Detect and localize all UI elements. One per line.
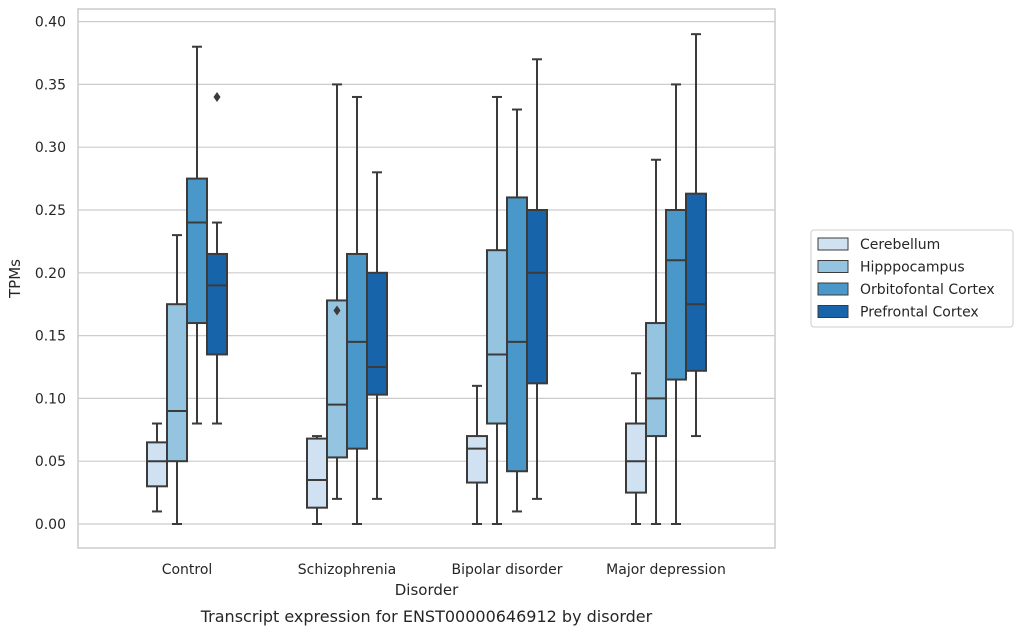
box-hipppocampus [166, 234, 188, 525]
box-hipppocampus [486, 95, 508, 525]
box-iqr [506, 196, 528, 473]
box-iqr [466, 435, 488, 484]
box-iqr [146, 441, 168, 488]
y-tick-label: 0.00 [35, 517, 66, 533]
box-prefrontal-cortex [526, 58, 548, 500]
x-tick-labels: Control Schizophrenia Bipolar disorder Majo… [162, 562, 726, 578]
box-prefrontal-cortex [206, 91, 228, 425]
x-tick-label: Schizophrenia [298, 562, 396, 578]
legend-label: Orbitofontal Cortex [860, 282, 995, 298]
y-tick-label: 0.10 [35, 391, 66, 407]
y-tick-label: 0.05 [35, 454, 66, 470]
box-cerebellum [625, 372, 647, 525]
box-prefrontal-cortex [685, 33, 707, 438]
legend-frame [810, 229, 1014, 328]
legend-item: Prefrontal Cortex [817, 305, 979, 321]
chart-caption: Transcript expression for ENST0000064691… [200, 607, 653, 626]
box-iqr [166, 303, 188, 463]
legend-swatch [817, 305, 849, 318]
box-iqr [665, 209, 687, 381]
legend-item: Cerebellum [817, 237, 940, 253]
box-cerebellum [306, 435, 328, 525]
box-iqr [685, 192, 707, 372]
plot-area-frame [77, 8, 776, 549]
legend-swatch [817, 260, 849, 273]
box-cerebellum [146, 422, 168, 513]
y-tick-label: 0.20 [35, 266, 66, 282]
legend-label: Prefrontal Cortex [860, 305, 979, 321]
y-tick-label: 0.15 [35, 329, 66, 345]
y-axis-title: TPMs [6, 259, 24, 299]
legend: Cerebellum Hipppocampus Orbitofontal Corte… [810, 229, 1014, 328]
box-iqr [306, 437, 328, 509]
y-tick-labels: 0.00 0.05 0.10 0.15 0.20 0.25 0.30 0.35 0.40 [35, 15, 66, 533]
box-iqr [206, 252, 228, 356]
x-tick-label: Control [162, 562, 213, 578]
box-iqr [186, 177, 208, 325]
legend-label: Hipppocampus [860, 260, 965, 276]
y-tick-label: 0.25 [35, 203, 66, 219]
box-cerebellum [466, 384, 488, 525]
box-iqr [645, 322, 667, 438]
box-orbitofontal-cortex [186, 45, 208, 425]
outlier-point [213, 91, 221, 102]
y-tick-label: 0.35 [35, 77, 66, 93]
x-axis-title: Disorder [395, 581, 459, 599]
x-tick-label: Bipolar disorder [451, 562, 562, 578]
box-iqr [366, 271, 388, 396]
legend-swatch [817, 282, 849, 296]
legend-item: Hipppocampus [817, 260, 965, 276]
box-hipppocampus [645, 158, 667, 525]
box-iqr [326, 299, 348, 459]
y-gridlines [78, 21, 775, 525]
box-orbitofontal-cortex [665, 83, 687, 525]
y-tick-label: 0.40 [35, 15, 66, 31]
legend-swatch [817, 237, 849, 251]
box-groups [146, 33, 707, 525]
box-iqr [346, 252, 368, 450]
box-prefrontal-cortex [366, 171, 388, 500]
outlier-point [333, 305, 341, 316]
legend-item: Orbitofontal Cortex [817, 282, 995, 298]
y-tick-label: 0.30 [35, 140, 66, 156]
box-orbitofontal-cortex [506, 108, 528, 513]
x-tick-label: Major depression [606, 562, 726, 578]
box-iqr [526, 209, 548, 385]
box-iqr [625, 422, 647, 494]
legend-label: Cerebellum [860, 237, 940, 253]
box-iqr [486, 249, 508, 425]
